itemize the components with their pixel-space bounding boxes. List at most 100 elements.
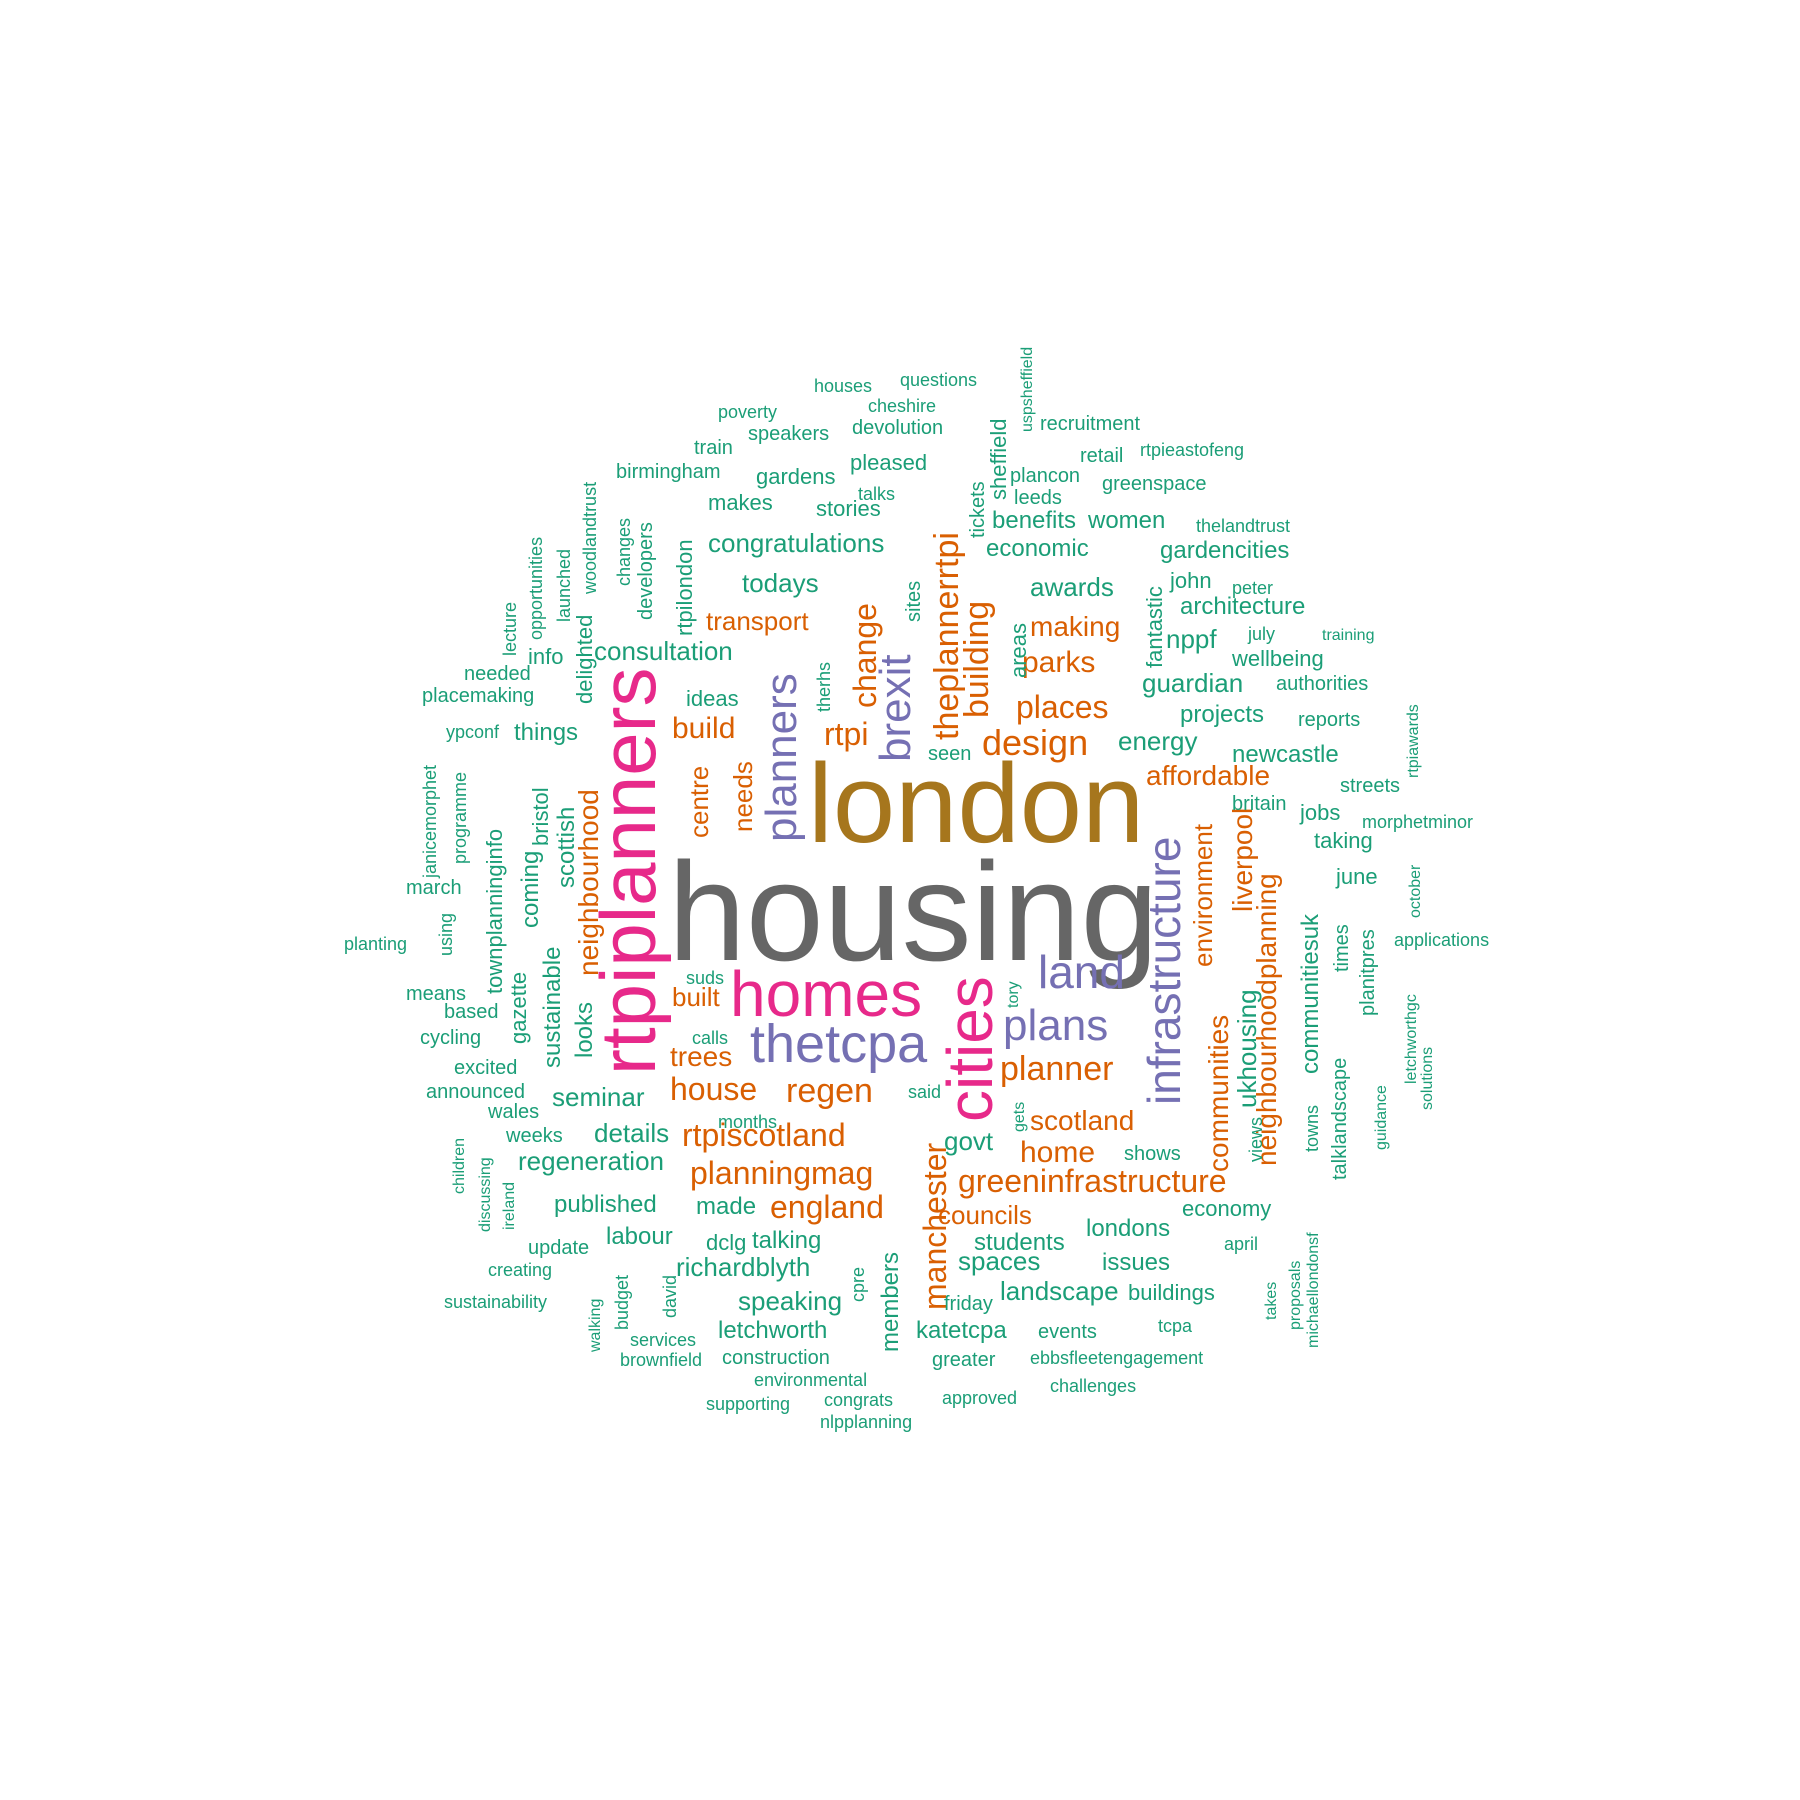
word-authorities: authorities bbox=[1276, 673, 1368, 695]
word-details: details bbox=[594, 1118, 669, 1148]
word-weeks: weeks bbox=[505, 1125, 563, 1147]
word-thelandtrust: thelandtrust bbox=[1196, 516, 1290, 536]
word-rtpi: rtpi bbox=[824, 716, 868, 752]
word-congratulations: congratulations bbox=[708, 528, 884, 558]
word-construction: construction bbox=[722, 1347, 830, 1369]
word-design: design bbox=[982, 722, 1088, 763]
word-uspsheffield: uspsheffield bbox=[1019, 347, 1036, 432]
word-reports: reports bbox=[1298, 709, 1360, 731]
word-housing: housing bbox=[668, 833, 1158, 990]
word-proposals: proposals bbox=[1287, 1261, 1304, 1330]
word-david: david bbox=[660, 1275, 680, 1318]
word-jobs: jobs bbox=[1299, 800, 1340, 825]
word-placemaking: placemaking bbox=[422, 685, 534, 707]
word-areas: areas bbox=[1006, 623, 1031, 678]
word-talks: talks bbox=[858, 484, 895, 504]
word-birmingham: birmingham bbox=[616, 461, 720, 483]
word-fantastic: fantastic bbox=[1142, 586, 1167, 668]
word-discussing: discussing bbox=[477, 1157, 494, 1232]
word-planner: planner bbox=[1000, 1050, 1113, 1088]
word-changes: changes bbox=[614, 518, 634, 586]
word-launched: launched bbox=[554, 549, 574, 622]
word-houses: houses bbox=[814, 376, 872, 396]
word-sheffield: sheffield bbox=[986, 418, 1011, 500]
word-developers: developers bbox=[635, 522, 657, 620]
word-therhs: therhs bbox=[814, 662, 834, 712]
word-built: built bbox=[672, 982, 720, 1012]
word-times: times bbox=[1331, 924, 1353, 972]
word-spaces: spaces bbox=[958, 1246, 1040, 1276]
word-members: members bbox=[877, 1252, 904, 1352]
word-ukhousing: ukhousing bbox=[1232, 989, 1262, 1108]
word-environmental: environmental bbox=[754, 1370, 867, 1390]
word-update: update bbox=[528, 1237, 589, 1259]
word-woodlandtrust: woodlandtrust bbox=[580, 482, 600, 595]
word-england: england bbox=[770, 1189, 884, 1225]
word-making: making bbox=[1030, 611, 1120, 642]
word-children: children bbox=[451, 1138, 468, 1194]
word-supporting: supporting bbox=[706, 1394, 790, 1414]
word-talking: talking bbox=[752, 1227, 821, 1254]
word-info: info bbox=[528, 644, 563, 669]
word-brexit: brexit bbox=[871, 654, 920, 762]
word-richardblyth: richardblyth bbox=[676, 1252, 810, 1282]
word-planting: planting bbox=[344, 934, 407, 954]
word-things: things bbox=[514, 719, 578, 746]
word-needs: needs bbox=[728, 761, 758, 832]
word-guidance: guidance bbox=[1373, 1085, 1390, 1150]
word-regeneration: regeneration bbox=[518, 1146, 664, 1176]
word-bristol: bristol bbox=[528, 787, 553, 846]
word-plans: plans bbox=[1003, 1001, 1108, 1050]
word-questions: questions bbox=[900, 370, 977, 390]
word-events: events bbox=[1038, 1321, 1097, 1343]
word-walking: walking bbox=[587, 1299, 604, 1353]
word-gardens: gardens bbox=[756, 464, 836, 489]
word-katetcpa: katetcpa bbox=[916, 1317, 1007, 1344]
word-building: building bbox=[958, 601, 996, 718]
word-pleased: pleased bbox=[850, 450, 927, 475]
word-wellbeing: wellbeing bbox=[1231, 646, 1324, 671]
word-ypconf: ypconf bbox=[446, 722, 500, 742]
word-based: based bbox=[444, 1001, 499, 1023]
word-towns: towns bbox=[1302, 1105, 1322, 1152]
word-morphetminor: morphetminor bbox=[1362, 812, 1473, 832]
word-planitpres: planitpres bbox=[1357, 929, 1379, 1016]
word-janicemorphet: janicemorphet bbox=[420, 765, 440, 879]
word-stories: stories bbox=[816, 496, 881, 521]
word-communitiesuk: communitiesuk bbox=[1297, 913, 1324, 1074]
word-rtpiscotland: rtpiscotland bbox=[682, 1117, 846, 1153]
word-infrastructure: infrastructure bbox=[1138, 837, 1190, 1105]
word-john: john bbox=[1169, 568, 1212, 593]
word-land: land bbox=[1038, 946, 1125, 998]
word-buildings: buildings bbox=[1128, 1280, 1215, 1305]
word-townplanninginfo: townplanninginfo bbox=[482, 829, 507, 994]
word-women: women bbox=[1087, 507, 1165, 534]
word-ideas: ideas bbox=[686, 686, 739, 711]
word-approved: approved bbox=[942, 1388, 1017, 1408]
word-greeninfrastructure: greeninfrastructure bbox=[958, 1163, 1227, 1199]
word-seminar: seminar bbox=[552, 1082, 645, 1112]
word-gardencities: gardencities bbox=[1160, 537, 1289, 564]
word-services: services bbox=[630, 1330, 696, 1350]
word-theplannerrtpi: theplannerrtpi bbox=[928, 532, 966, 740]
word-greater: greater bbox=[932, 1349, 996, 1371]
word-awards: awards bbox=[1030, 572, 1114, 602]
word-liverpool: liverpool bbox=[1227, 808, 1258, 912]
word-rtpiplanners: rtpiplanners bbox=[584, 667, 672, 1075]
word-made: made bbox=[696, 1193, 756, 1220]
word-seen: seen bbox=[928, 743, 971, 765]
word-said: said bbox=[908, 1082, 941, 1102]
word-april: april bbox=[1224, 1234, 1258, 1254]
word-greenspace: greenspace bbox=[1102, 473, 1207, 495]
word-consultation: consultation bbox=[594, 636, 733, 666]
word-wales: wales bbox=[487, 1101, 539, 1123]
word-govt: govt bbox=[944, 1126, 994, 1156]
word-neighbourhoodplanning: neighbourhoodplanning bbox=[1251, 873, 1282, 1166]
word-planningmag: planningmag bbox=[690, 1155, 873, 1191]
word-projects: projects bbox=[1180, 701, 1264, 728]
word-sustainability: sustainability bbox=[444, 1292, 547, 1312]
word-train: train bbox=[694, 437, 733, 459]
word-london: london bbox=[808, 741, 1144, 866]
word-students: students bbox=[974, 1229, 1065, 1256]
